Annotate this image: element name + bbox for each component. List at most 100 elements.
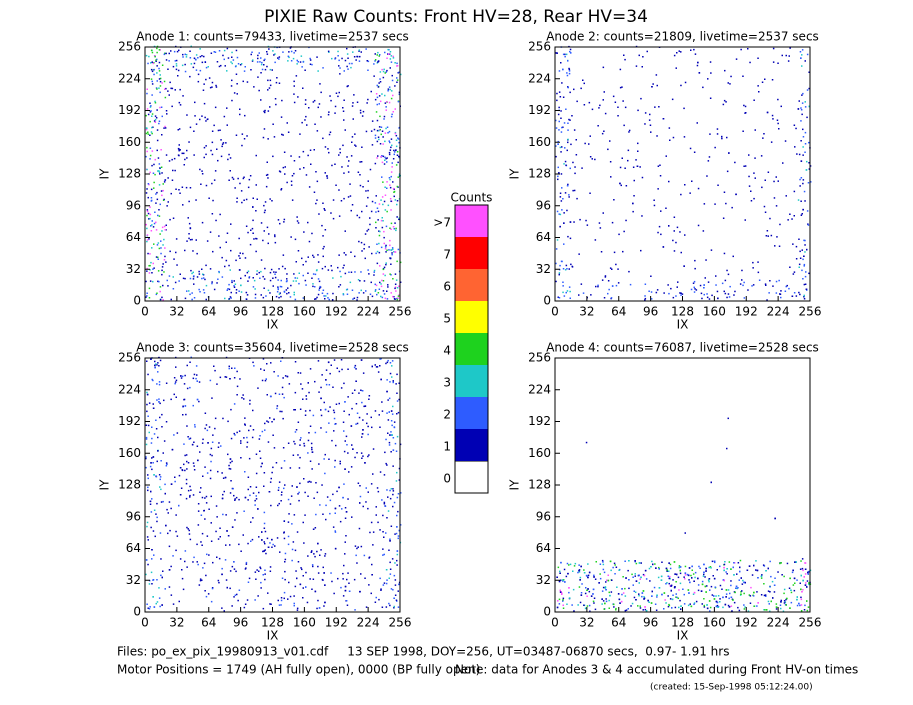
pixel <box>322 566 324 569</box>
pixel <box>303 442 305 445</box>
pixel <box>226 70 228 72</box>
pixel <box>182 204 184 206</box>
pixel <box>361 433 364 435</box>
pixel <box>234 187 236 189</box>
pixel <box>146 410 148 413</box>
pixel <box>723 579 725 582</box>
pixel <box>785 54 787 57</box>
pixel <box>613 199 615 201</box>
pixel <box>322 579 324 581</box>
pixel <box>245 561 248 564</box>
pixel <box>177 129 179 131</box>
pixel <box>152 226 155 228</box>
pixel <box>364 405 367 407</box>
pixel <box>384 102 387 104</box>
pixel <box>389 141 391 144</box>
pixel <box>315 298 317 300</box>
pixel <box>727 293 730 295</box>
pixel <box>383 68 385 71</box>
x-tick-label: 0 <box>141 305 149 319</box>
pixel <box>660 575 663 578</box>
pixel <box>673 250 676 252</box>
pixel <box>270 477 272 480</box>
pixel <box>242 394 244 396</box>
pixel <box>769 591 771 593</box>
pixel <box>777 98 779 101</box>
pixel <box>706 175 708 177</box>
pixel <box>627 608 629 610</box>
pixel <box>725 571 727 573</box>
pixel <box>747 289 749 291</box>
pixel <box>239 269 241 271</box>
pixel <box>153 474 155 476</box>
pixel <box>386 126 389 128</box>
pixel <box>342 107 344 109</box>
pixel <box>205 264 207 267</box>
pixel <box>391 360 394 362</box>
pixel <box>761 186 763 189</box>
pixel <box>675 67 677 69</box>
pixel <box>307 221 309 224</box>
pixel <box>235 134 238 136</box>
pixel <box>298 491 300 494</box>
pixel <box>207 593 210 595</box>
pixel <box>660 579 663 581</box>
pixel <box>149 500 152 503</box>
pixel <box>175 251 177 254</box>
pixel <box>377 292 380 294</box>
pixel <box>629 283 632 286</box>
pixel <box>395 290 397 292</box>
pixel <box>152 379 154 382</box>
pixel <box>566 74 569 77</box>
pixel <box>192 462 195 464</box>
pixel <box>291 485 293 487</box>
pixel <box>573 189 576 192</box>
pixel <box>152 462 154 464</box>
pixel <box>568 194 570 196</box>
pixel <box>397 176 399 178</box>
pixel <box>741 583 744 585</box>
pixel <box>394 151 396 153</box>
pixel <box>201 61 204 64</box>
pixel <box>353 94 355 96</box>
pixel <box>678 566 680 569</box>
pixel <box>195 54 198 56</box>
pixel <box>231 79 233 82</box>
pixel <box>160 240 162 242</box>
pixel <box>567 86 569 89</box>
pixel <box>182 588 185 591</box>
pixel <box>654 563 656 565</box>
pixel <box>381 296 384 299</box>
pixel <box>367 455 369 458</box>
pixel <box>148 583 151 585</box>
pixel <box>753 591 755 594</box>
figure-title: PIXIE Raw Counts: Front HV=28, Rear HV=3… <box>264 7 648 27</box>
pixel <box>266 226 269 229</box>
pixel <box>693 151 696 153</box>
pixel <box>569 221 572 223</box>
pixel <box>307 452 309 454</box>
pixel <box>291 548 294 551</box>
pixel <box>296 609 299 611</box>
pixel <box>302 274 304 277</box>
pixel <box>282 166 285 169</box>
pixel <box>289 296 292 298</box>
pixel <box>385 438 387 441</box>
pixel <box>161 269 163 272</box>
pixel <box>184 297 187 300</box>
pixel <box>197 73 200 76</box>
pixel <box>396 151 399 153</box>
pixel <box>398 91 401 94</box>
pixel <box>565 264 568 267</box>
pixel <box>795 295 798 297</box>
pixel <box>332 386 334 388</box>
pixel <box>294 238 297 241</box>
pixel <box>190 269 192 272</box>
pixel <box>394 222 396 224</box>
pixel <box>290 60 293 62</box>
pixel <box>354 144 356 146</box>
pixel <box>286 181 288 184</box>
pixel <box>386 157 388 159</box>
pixel <box>352 102 354 104</box>
pixel <box>222 54 224 57</box>
